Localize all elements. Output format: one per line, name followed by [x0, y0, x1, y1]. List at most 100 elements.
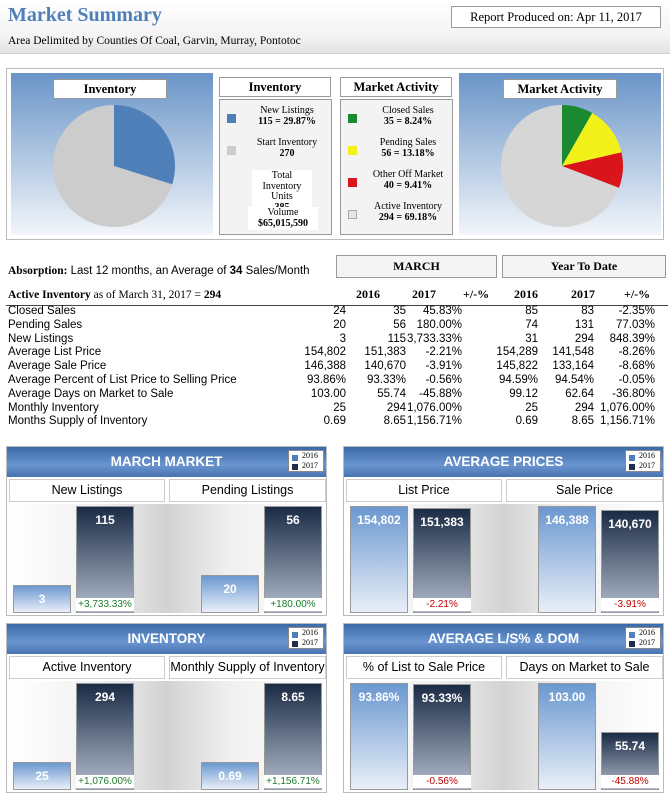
bar-2016: 154,802 — [350, 506, 408, 613]
row-label: Monthly Inventory — [8, 401, 99, 414]
row-cell: 74 — [525, 318, 538, 331]
row-cell: 8.65 — [571, 415, 594, 428]
absorption-text: Last 12 months, an Average of — [70, 265, 227, 277]
legend-2016-swatch — [292, 632, 298, 638]
row-cell: 25 — [333, 401, 346, 414]
table-row: Average Sale Price 146,388 140,670 -3.91% 14… — [8, 361, 668, 373]
activity-pie-label: Market Activity — [503, 79, 617, 99]
percent-change: +3,733.33% — [76, 598, 134, 611]
legend-2017-swatch — [292, 641, 298, 647]
bar-2017: 140,670 — [601, 510, 659, 613]
row-cell: 115 — [387, 332, 406, 345]
march-header-box — [336, 255, 497, 278]
bar-2017-value: 294 — [94, 690, 116, 704]
row-cell: -2.21% — [425, 346, 462, 359]
pie-inv-slice-0 — [114, 105, 175, 185]
bar-2016-value: 3 — [38, 592, 46, 606]
row-cell: 62.64 — [565, 387, 594, 400]
row-label: Average List Price — [8, 346, 102, 359]
table-row: Monthly Inventory 25 294 1,076.00% 25 294 1,07… — [8, 401, 668, 415]
page-subtitle: Area Delimited by Counties Of Coal, Garv… — [8, 35, 301, 47]
percent-change: +1,156.71% — [264, 775, 322, 788]
row-label: Closed Sales — [8, 305, 76, 317]
legend-2017: 2017 — [302, 637, 318, 647]
panel-subtitle-right: Pending Listings — [169, 479, 326, 502]
active-inventory-item: Active Inventory 294 = 69.18% — [373, 201, 443, 223]
col-march-2017: 2017 — [412, 287, 436, 301]
ytd-group-header: Year To Date — [550, 259, 618, 273]
percent-change: +180.00% — [264, 598, 322, 611]
row-cell: -0.56% — [425, 374, 462, 386]
row-cell: 294 — [386, 401, 406, 414]
row-cell: -45.88% — [419, 387, 462, 400]
percent-change: -45.88% — [601, 775, 659, 788]
panel-title: AVERAGE PRICES — [344, 447, 663, 477]
absorption-unit: Sales/Month — [245, 265, 310, 277]
bar-2017: 151,383 — [413, 508, 471, 613]
bar-2016: 93.86% — [350, 683, 408, 790]
panel-legend: 2016 2017 — [288, 627, 324, 649]
new-listings-swatch — [227, 114, 236, 123]
pie-act-slice-1 — [562, 112, 622, 166]
row-cell: 94.59% — [498, 374, 538, 386]
inventory-pie-chart — [52, 105, 175, 227]
bar-2016-value: 146,388 — [545, 513, 589, 527]
table-row: Average List Price 154,802 151,383 -2.21% 15… — [8, 347, 668, 359]
absorption-label: Absorption: — [8, 265, 68, 277]
row-cell: 1,156.71% — [600, 415, 655, 428]
row-cell: -3.91% — [425, 360, 462, 373]
row-cell: 56 — [393, 318, 406, 331]
legend-2016: 2016 — [302, 628, 318, 637]
legend-2016: 2016 — [302, 451, 318, 460]
row-cell: 848.39% — [609, 332, 655, 345]
pending-sales-swatch — [348, 146, 357, 155]
chart-panel: AVERAGE PRICES 2016 2017 List Price Sale … — [343, 446, 664, 616]
bar-2017-value: 8.65 — [281, 690, 305, 704]
legend-2016: 2016 — [639, 628, 655, 637]
report-date: Report Produced on: Apr 11, 2017 — [451, 6, 661, 28]
inventory-pie-label: Inventory — [53, 79, 167, 99]
bar-2016-value: 20 — [223, 581, 237, 596]
other-off-market-item: Other Off Market 40 = 9.41% — [372, 169, 444, 191]
row-cell: 77.03% — [615, 318, 655, 331]
row-cell: 141,548 — [552, 346, 594, 359]
panel-legend: 2016 2017 — [288, 450, 324, 472]
bar-2016-value: 154,802 — [357, 513, 401, 527]
row-cell: 45.83% — [422, 305, 462, 317]
row-label: New Listings — [8, 332, 74, 345]
active-inventory-label: Active Inventory — [8, 289, 91, 301]
active-inventory-swatch — [348, 210, 357, 219]
legend-2017-swatch — [629, 464, 635, 470]
bar-2016-value: 0.69 — [218, 769, 242, 783]
legend-2016: 2016 — [639, 451, 655, 460]
legend-2017-swatch — [292, 464, 298, 470]
panel-subtitle-left: Active Inventory — [9, 656, 165, 679]
legend-2016-swatch — [629, 455, 635, 461]
table-divider — [6, 305, 668, 306]
panel-subtitle-right: Days on Market to Sale — [506, 656, 663, 679]
closed-sales-swatch — [348, 114, 357, 123]
panel-subtitle-left: % of List to Sale Price — [346, 656, 502, 679]
table-row: Months Supply of Inventory 0.69 8.65 1,156.… — [8, 416, 668, 428]
row-cell: 1,156.71% — [407, 415, 462, 428]
activity-pie-chart — [501, 105, 623, 227]
active-inventory-value: 294 — [203, 289, 222, 301]
start-inventory-item: Start Inventory 270 — [256, 137, 318, 159]
row-cell: 1,076.00% — [600, 401, 655, 414]
legend-2017-swatch — [629, 641, 635, 647]
panel-legend: 2016 2017 — [625, 627, 661, 649]
bar-2017-value: 55.74 — [614, 739, 646, 754]
row-cell: 24 — [333, 305, 346, 317]
row-cell: 93.86% — [306, 374, 346, 386]
row-cell: 99.12 — [509, 387, 538, 400]
row-cell: 25 — [525, 401, 538, 414]
row-cell: 55.74 — [377, 387, 406, 400]
closed-sales-item: Closed Sales 35 = 8.24% — [382, 105, 434, 127]
other-off-market-swatch — [348, 178, 357, 187]
row-cell: 133,164 — [552, 360, 594, 373]
row-cell: 151,383 — [364, 346, 406, 359]
bar-2017-value: 93.33% — [421, 690, 463, 705]
bar-2016: 25 — [13, 762, 71, 790]
row-cell: 20 — [333, 318, 346, 331]
row-cell: -8.68% — [618, 360, 655, 373]
